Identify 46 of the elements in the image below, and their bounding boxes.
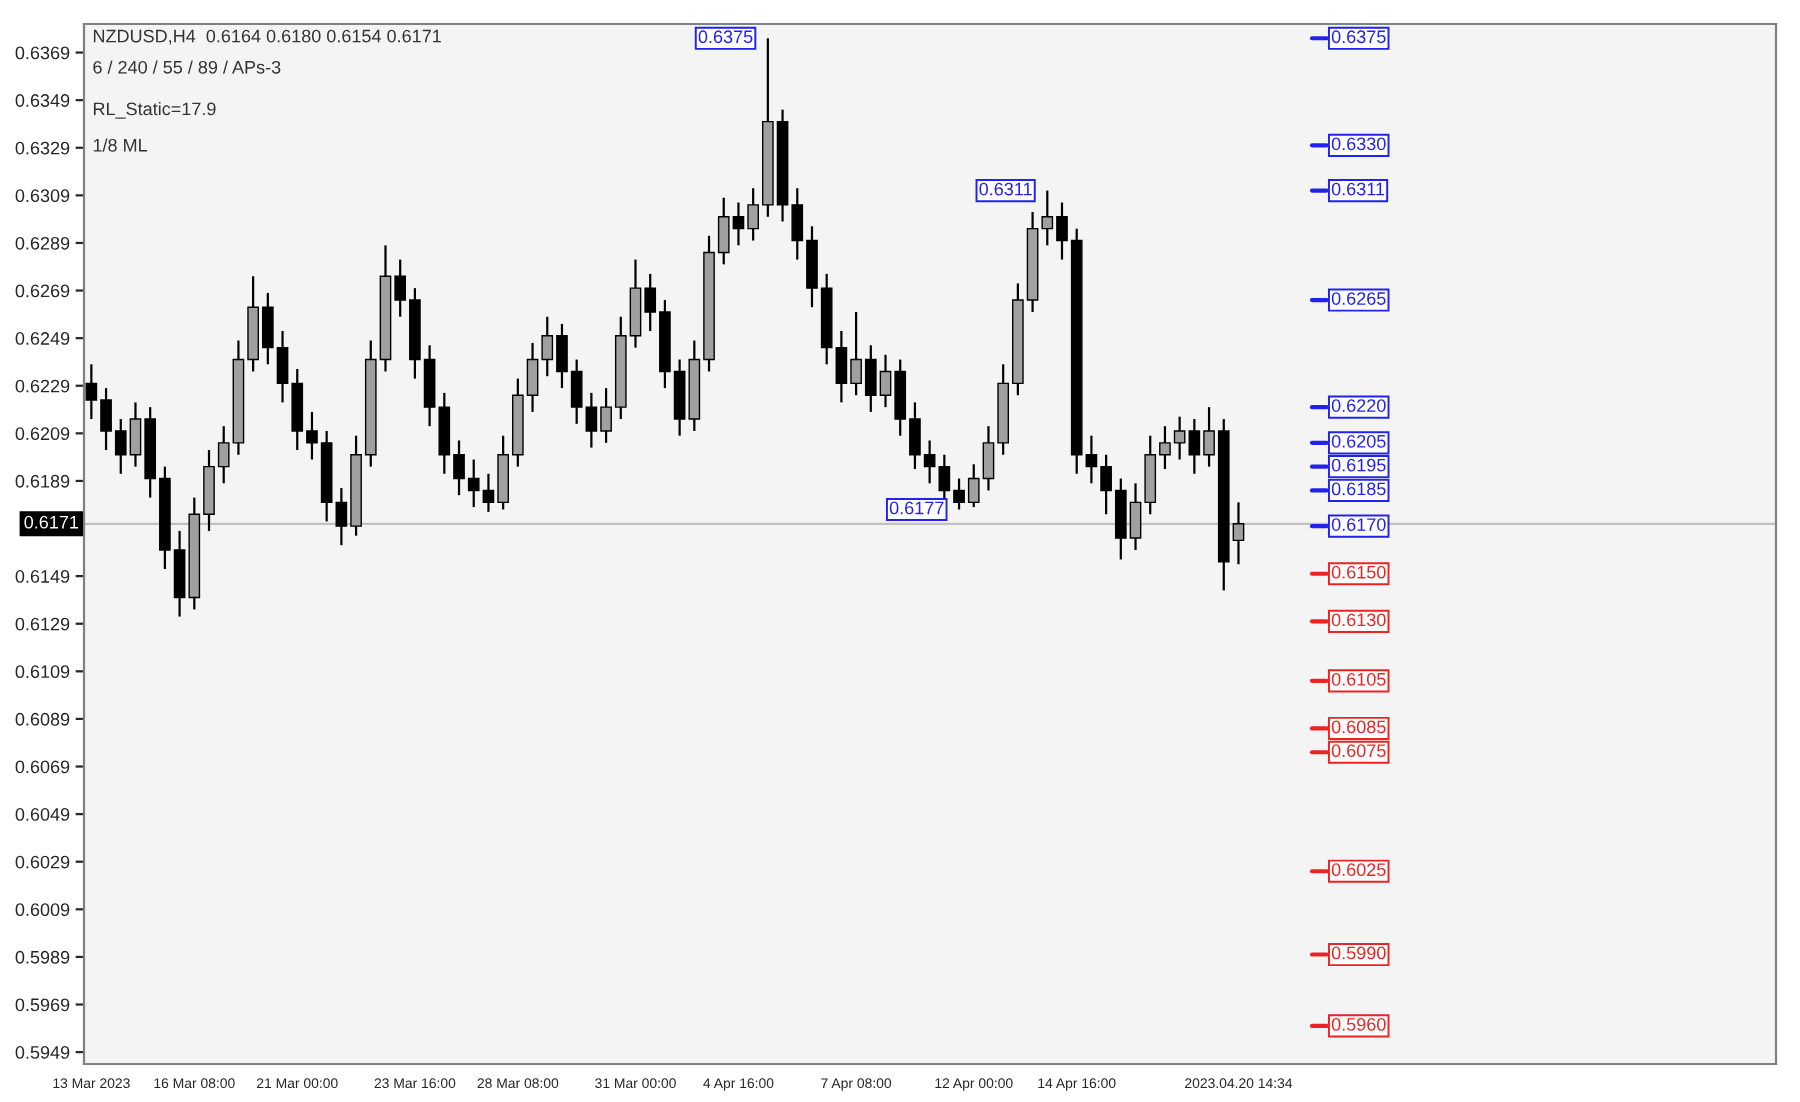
y-tick-label: 0.6289: [15, 236, 70, 250]
ref-line-label: 0.6075: [1331, 744, 1386, 758]
y-tick-label: 0.6089: [15, 712, 70, 726]
ref-line-label: 0.6085: [1331, 720, 1386, 734]
ref-line-label: 0.6330: [1331, 137, 1386, 151]
ref-line-label: 0.6170: [1331, 518, 1386, 531]
annotation: 1/8 ML: [93, 138, 148, 152]
ref-line-label: 0.6130: [1331, 613, 1386, 627]
y-tick-label: 0.6329: [15, 141, 70, 155]
ref-line-label: 0.5990: [1331, 946, 1386, 960]
ref-line-label: 0.6150: [1331, 565, 1386, 579]
y-tick-label: 0.6229: [15, 379, 70, 393]
annotation: 0.6177: [889, 501, 944, 515]
ref-line-label: 0.6265: [1331, 292, 1386, 305]
y-tick-label: 0.6269: [15, 284, 70, 298]
annotation: RL_Static=17.9: [93, 102, 216, 119]
text: 6 / 240 / 55 / 89 / APs-3: [93, 60, 281, 74]
y-tick-label: 0.6049: [15, 808, 70, 821]
y-tick-label: 0.5969: [15, 998, 70, 1012]
y-tick-label: 0.6109: [15, 665, 70, 679]
y-tick-label: 0.6349: [15, 94, 70, 107]
annotation: 0.6375: [698, 30, 753, 44]
y-tick-label: 0.6069: [15, 760, 70, 774]
y-tick-label: 0.5989: [15, 950, 70, 964]
y-tick-label: 0.6309: [15, 189, 70, 203]
ref-line-label: 0.6105: [1331, 672, 1386, 686]
ref-line-label: 0.6205: [1331, 434, 1386, 448]
chart-title: NZDUSD,H4 0.6164 0.6180 0.6154 0.6171: [93, 29, 441, 45]
y-tick-label: 0.6029: [15, 855, 70, 869]
ref-line-label: 0.6025: [1331, 863, 1386, 877]
y-tick-label: 0.6369: [15, 46, 70, 60]
y-tick-label: 0.6189: [15, 474, 70, 488]
y-tick-label: 0.6129: [15, 617, 70, 631]
ref-line-label: 0.6195: [1331, 458, 1386, 472]
y-tick-label: 0.6209: [15, 427, 70, 441]
ref-line-label: 0.6220: [1331, 399, 1386, 412]
y-tick-label: 0.5949: [15, 1046, 70, 1059]
y-tick-label: 0.6149: [15, 570, 70, 583]
ref-line-label: 0.5960: [1331, 1017, 1386, 1031]
ref-line-label: 0.6311: [1331, 182, 1385, 196]
y-tick-label: 0.6249: [15, 332, 70, 345]
annotation: 0.6311: [979, 182, 1032, 196]
y-tick-label: 0.6009: [15, 903, 70, 917]
ref-line-label: 0.6185: [1331, 482, 1386, 496]
ref-line-label: 0.6171: [24, 515, 79, 529]
ref-line-label: 0.6375: [1331, 30, 1386, 44]
